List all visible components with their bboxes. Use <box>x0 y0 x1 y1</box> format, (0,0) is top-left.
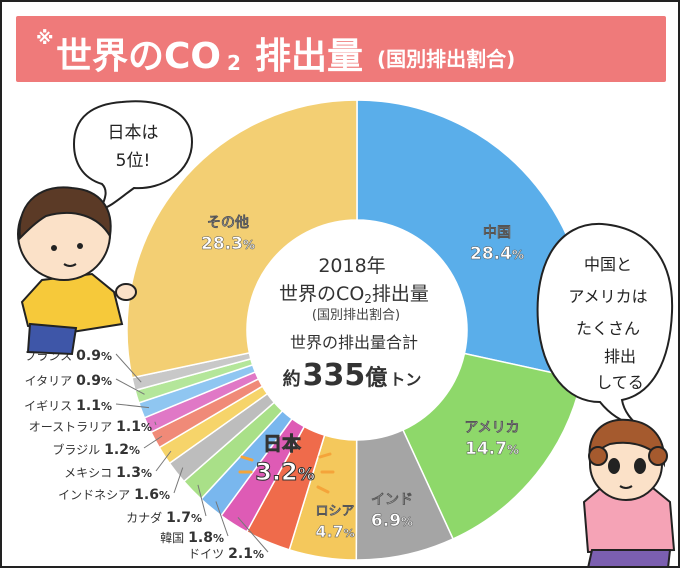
outer-label-12: イギリス 1.1% <box>24 398 112 414</box>
leader-line-7 <box>197 484 207 517</box>
outer-label-7: カナダ 1.7% <box>126 510 202 526</box>
bubble-right-line5: してる <box>596 373 644 392</box>
page-title: 世界のCO 2 排出量 (国別排出割合) <box>56 36 515 77</box>
donut-slice-15 <box>126 99 358 379</box>
leader-line-11 <box>154 421 157 426</box>
leader-line-12 <box>115 403 150 409</box>
outer-label-9: メキシコ 1.3% <box>64 465 152 481</box>
outer-label-5: ドイツ 2.1% <box>188 546 264 562</box>
outer-label-13: イタリア 0.9% <box>25 373 112 389</box>
leader-line-13 <box>115 378 145 395</box>
speech-bubble-left: 日本は 5位! <box>72 100 194 212</box>
leader-line-8 <box>173 467 184 494</box>
leader-line-10 <box>143 435 163 449</box>
slice-label-3: ロシア <box>315 504 354 519</box>
leader-line-5 <box>237 517 269 553</box>
bubble-right-line2: アメリカは <box>568 287 647 306</box>
note-mark: ※ <box>36 28 54 49</box>
slice-label-2: インド <box>371 492 413 508</box>
center-text: 2018年 世界のCO2排出量 (国別排出割合) 世界の排出量合計 約335億ト… <box>279 255 429 393</box>
title-paren: (国別排出割合) <box>377 47 515 71</box>
title-main: 世界のCO <box>56 36 221 77</box>
slice-value-2: 6.9% <box>371 511 413 531</box>
donut-slice-1 <box>401 352 583 540</box>
title-banner <box>16 16 666 82</box>
outer-label-10: ブラジル 1.2% <box>52 442 140 458</box>
slice-value-0: 28.4% <box>470 244 524 264</box>
slice-value-3: 4.7% <box>315 522 354 541</box>
leader-line-14 <box>115 353 142 383</box>
title-sub: 2 <box>227 51 241 75</box>
girl-character-illustration <box>582 418 676 566</box>
slice-label-japan: 日本 <box>263 432 301 455</box>
leader-line-6 <box>215 501 229 537</box>
outer-label-8: インドネシア 1.6% <box>58 487 170 503</box>
outer-label-11: オーストラリア 1.1% <box>29 419 152 435</box>
slice-label-1: アメリカ <box>464 420 519 436</box>
center-subtitle: (国別排出割合) <box>312 307 400 323</box>
slice-value-japan: 3.2% <box>255 458 315 486</box>
total-label: 世界の排出量合計 <box>290 333 418 352</box>
center-year: 2018年 <box>318 255 385 277</box>
slice-label-0: 中国 <box>483 224 511 241</box>
center-title: 世界のCO2排出量 <box>279 283 429 306</box>
slice-value-1: 14.7% <box>465 439 519 459</box>
title-tail: 排出量 <box>255 36 363 77</box>
bubble-left-line2: 5位! <box>116 151 151 171</box>
slice-labels: 中国 28.4% アメリカ 14.7% インド 6.9% ロシア 4.7% 日本 3.2% ドイツ 2… <box>24 214 524 562</box>
outer-label-6: 韓国 1.8% <box>160 530 224 546</box>
total-value: 約335億 トン <box>283 358 422 393</box>
bubble-right-line3: たくさん <box>576 319 640 338</box>
leader-lines <box>115 353 269 553</box>
slice-label-15: その他 <box>207 214 249 231</box>
speech-bubble-right: 中国と アメリカは たくさん 排出 してる <box>536 222 674 428</box>
slice-value-15: 28.3% <box>201 234 255 254</box>
leader-line-9 <box>155 450 172 472</box>
bubble-right-line4: 排出 <box>604 347 636 366</box>
bubble-left-line1: 日本は <box>108 123 159 143</box>
bubble-right-line1: 中国と <box>584 255 632 274</box>
japan-emphasis-mark-4 <box>316 485 330 494</box>
boy-character-illustration <box>17 186 137 356</box>
donut-slices <box>126 99 588 561</box>
japan-emphasis-mark-2 <box>318 452 332 459</box>
japan-emphasis-mark-0 <box>240 455 254 462</box>
